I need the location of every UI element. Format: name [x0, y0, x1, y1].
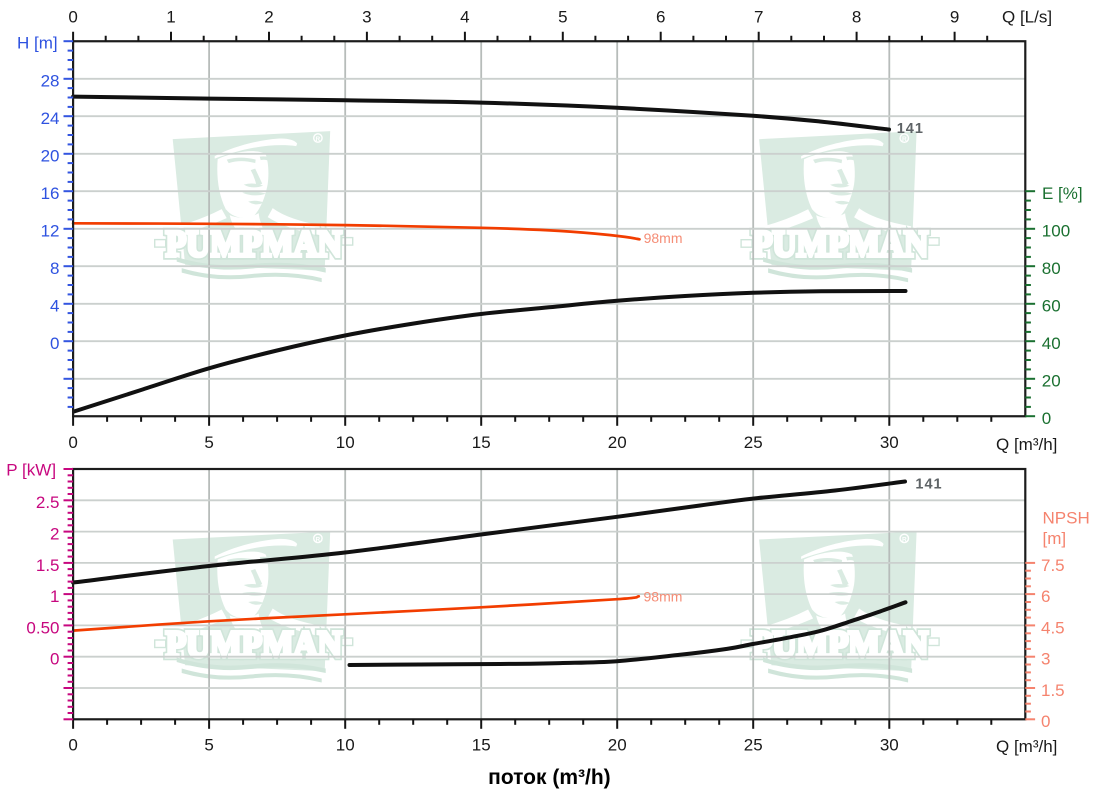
svg-text:141: 141: [915, 477, 942, 493]
svg-text:8: 8: [852, 7, 861, 26]
svg-text:0: 0: [68, 7, 77, 26]
svg-text:28: 28: [41, 72, 60, 91]
svg-text:20: 20: [608, 735, 627, 754]
svg-text:0: 0: [68, 433, 77, 452]
svg-text:4: 4: [460, 7, 469, 26]
svg-text:6: 6: [656, 7, 665, 26]
svg-text:0: 0: [1041, 712, 1050, 731]
svg-text:8: 8: [50, 259, 59, 278]
svg-text:0.50: 0.50: [26, 618, 59, 637]
svg-text:5: 5: [558, 7, 567, 26]
svg-text:60: 60: [1042, 297, 1061, 316]
svg-text:10: 10: [336, 735, 355, 754]
svg-text:7: 7: [754, 7, 763, 26]
svg-text:141: 141: [897, 121, 924, 137]
svg-text:15: 15: [472, 433, 491, 452]
svg-text:3: 3: [362, 7, 371, 26]
svg-text:15: 15: [472, 735, 491, 754]
svg-text:16: 16: [41, 184, 60, 203]
svg-text:NPSH: NPSH: [1043, 509, 1090, 528]
svg-text:25: 25: [744, 735, 763, 754]
svg-text:H [m]: H [m]: [17, 33, 58, 52]
svg-text:98mm: 98mm: [644, 230, 683, 246]
svg-text:5: 5: [204, 433, 213, 452]
svg-text:P [kW]: P [kW]: [6, 461, 56, 480]
svg-text:98mm: 98mm: [644, 589, 683, 605]
svg-text:1: 1: [166, 7, 175, 26]
svg-text:20: 20: [1042, 372, 1061, 391]
svg-text:0: 0: [50, 334, 59, 353]
svg-text:поток (m³/h): поток (m³/h): [488, 766, 610, 789]
svg-text:6: 6: [1041, 587, 1050, 606]
svg-text:4.5: 4.5: [1041, 618, 1065, 637]
svg-text:1: 1: [50, 587, 59, 606]
svg-text:3: 3: [1041, 650, 1050, 669]
svg-text:E [%]: E [%]: [1042, 184, 1083, 203]
svg-text:10: 10: [336, 433, 355, 452]
svg-text:30: 30: [880, 735, 899, 754]
svg-text:2: 2: [50, 525, 59, 544]
svg-text:2.5: 2.5: [36, 493, 60, 512]
svg-text:20: 20: [608, 433, 627, 452]
svg-text:Q [m³/h]: Q [m³/h]: [996, 737, 1057, 756]
svg-text:[m]: [m]: [1043, 529, 1067, 548]
svg-text:Q [L/s]: Q [L/s]: [1002, 7, 1052, 26]
svg-text:24: 24: [41, 109, 60, 128]
svg-text:40: 40: [1042, 334, 1061, 353]
svg-text:12: 12: [41, 222, 60, 241]
svg-text:2: 2: [264, 7, 273, 26]
svg-text:100: 100: [1042, 222, 1070, 241]
svg-text:Q [m³/h]: Q [m³/h]: [996, 435, 1057, 454]
svg-text:0: 0: [50, 650, 59, 669]
svg-text:20: 20: [41, 147, 60, 166]
svg-text:9: 9: [950, 7, 959, 26]
svg-text:4: 4: [50, 297, 59, 316]
svg-text:7.5: 7.5: [1041, 556, 1065, 575]
svg-text:0: 0: [1042, 409, 1051, 428]
svg-text:5: 5: [204, 735, 213, 754]
svg-text:0: 0: [68, 735, 77, 754]
svg-text:30: 30: [880, 433, 899, 452]
svg-text:25: 25: [744, 433, 763, 452]
svg-text:1.5: 1.5: [36, 556, 60, 575]
svg-text:1.5: 1.5: [1041, 681, 1065, 700]
svg-text:80: 80: [1042, 259, 1061, 278]
